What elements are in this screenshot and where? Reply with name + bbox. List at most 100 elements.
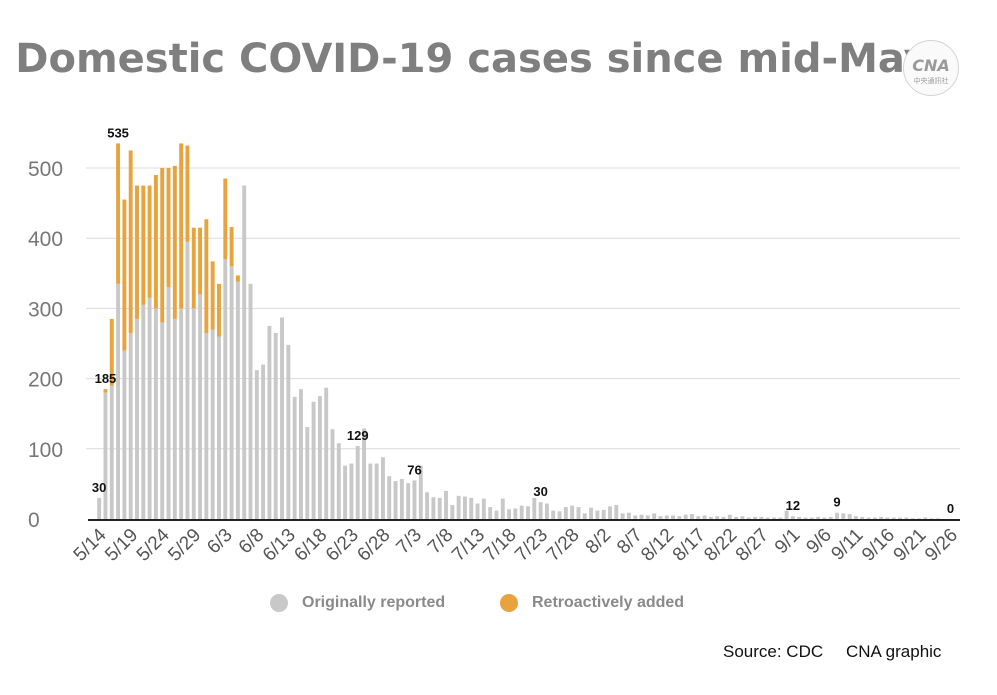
bar-original: [97, 497, 102, 519]
bar-original: [860, 516, 865, 519]
bar-original: [595, 510, 600, 519]
bar-original: [343, 465, 348, 519]
bar-original: [324, 387, 329, 519]
bar-original: [229, 266, 234, 519]
data-label: 129: [347, 428, 369, 443]
bar-original: [267, 325, 272, 519]
bar-original: [784, 510, 789, 519]
source-note: Source: CDC: [723, 642, 824, 661]
bar-original: [822, 517, 827, 519]
bar-original: [671, 515, 676, 519]
bar-original: [797, 516, 802, 519]
bar-original: [658, 516, 663, 519]
bar-retro: [160, 168, 165, 323]
credit-note: CNA graphic: [846, 642, 942, 661]
bar-original: [444, 490, 448, 519]
bar-original: [336, 443, 341, 519]
bar-retro: [147, 185, 152, 298]
bar-original: [803, 517, 808, 519]
bar-original: [557, 511, 562, 519]
bar-original: [141, 304, 146, 519]
bar-original: [412, 480, 417, 519]
bar-original: [885, 517, 890, 519]
bar-original: [917, 518, 921, 519]
bar-original: [696, 516, 701, 519]
x-tick-label: 5/29: [164, 525, 205, 566]
bar-original: [721, 516, 726, 519]
bar-original: [891, 517, 896, 519]
x-tick-label: 8/27: [732, 525, 773, 566]
bar-original: [879, 516, 884, 519]
bar-original: [462, 496, 467, 519]
bar-original: [872, 517, 877, 519]
y-tick-label: 500: [28, 158, 63, 181]
x-tick-label: 8/12: [637, 525, 678, 566]
bar-original: [418, 465, 423, 519]
x-tick-label: 9/11: [827, 525, 867, 565]
bar-original: [235, 281, 240, 519]
x-tick-label: 7/18: [480, 525, 521, 566]
bar-original: [286, 344, 291, 519]
bar-retro: [153, 175, 158, 309]
bar-original: [305, 427, 310, 519]
bar-original: [538, 502, 543, 519]
data-label: 9: [833, 495, 840, 510]
bar-original: [242, 185, 247, 520]
bar-original: [645, 515, 650, 519]
bar-original: [481, 498, 486, 519]
bar-original: [532, 497, 537, 519]
bar-original: [217, 336, 221, 519]
bar-original: [317, 396, 322, 519]
bar-original: [507, 509, 512, 519]
bar-original: [620, 513, 625, 519]
bar-original: [727, 514, 732, 519]
bar-original: [809, 517, 814, 519]
bar-original: [614, 504, 619, 519]
legend-original-swatch: [270, 594, 288, 612]
bar-original: [273, 332, 278, 519]
bar-original: [450, 504, 455, 519]
bar-original: [488, 507, 493, 519]
x-tick-label: 9/1: [771, 525, 805, 559]
bar-original: [633, 515, 638, 519]
bar-original: [198, 294, 203, 519]
logo-subtext: 中央通訊社: [914, 76, 949, 85]
data-label: 12: [786, 498, 800, 513]
data-label: 30: [533, 484, 547, 499]
bar-original: [166, 287, 171, 519]
bar-original: [179, 308, 184, 519]
bar-original: [153, 308, 158, 519]
x-tick-label: 6/13: [259, 525, 300, 566]
bar-original: [639, 514, 644, 519]
bar-original: [494, 510, 499, 519]
bar-original: [772, 517, 776, 519]
bar-original: [519, 505, 524, 519]
bar-original: [185, 241, 190, 519]
bar-original: [652, 513, 657, 519]
bar-original: [601, 509, 606, 519]
bar-original: [299, 389, 303, 519]
legend-retro-label: Retroactively added: [532, 594, 685, 611]
bar-original: [790, 516, 795, 519]
bar-original: [311, 401, 316, 519]
bar-original: [904, 517, 909, 519]
x-tick-label: 7/23: [511, 525, 552, 566]
bar-original: [128, 332, 133, 519]
bar-original: [349, 463, 354, 519]
bar-original: [393, 481, 398, 519]
legend-retro-swatch: [500, 594, 518, 612]
bar-original: [513, 508, 518, 519]
bar-original: [765, 517, 770, 519]
bar-retro: [172, 165, 177, 319]
bar-original: [570, 505, 575, 519]
x-tick-label: 6/28: [353, 525, 394, 566]
bar-original: [576, 507, 581, 519]
bar-original: [172, 318, 177, 519]
bar-retro: [166, 168, 171, 288]
bar-retro: [229, 226, 234, 267]
bar-original: [103, 392, 108, 519]
x-tick-label: 6/23: [322, 525, 363, 566]
chart-title: Domestic COVID-19 cases since mid-May: [15, 36, 930, 82]
bar-retro: [141, 185, 146, 305]
bar-original: [582, 513, 587, 519]
